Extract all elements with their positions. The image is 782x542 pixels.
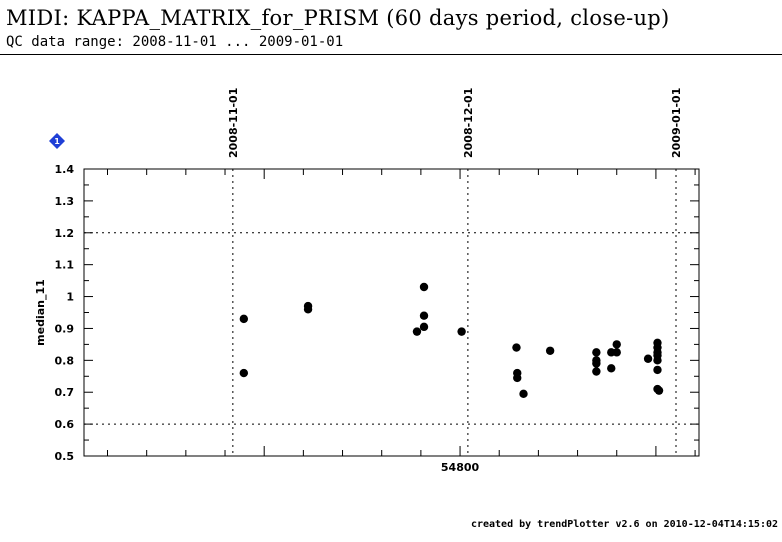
- data-point: [512, 343, 521, 352]
- date-label: 2008-11-01: [227, 88, 240, 158]
- page-title: MIDI: KAPPA_MATRIX_for_PRISM (60 days pe…: [6, 6, 670, 30]
- y-tick-label: 0.6: [55, 418, 75, 431]
- data-point: [592, 348, 601, 357]
- data-point: [654, 386, 664, 395]
- y-tick-label: 1.4: [55, 163, 75, 176]
- x-tick-label: 54800: [441, 461, 480, 474]
- header-divider: [0, 54, 782, 55]
- plot-frame: [83, 168, 700, 457]
- data-point: [592, 359, 601, 368]
- date-markers: 2008-11-01 2008-12-01 2009-01-01: [227, 88, 683, 456]
- data-point: [612, 348, 621, 357]
- flag-marker-icon[interactable]: 1: [49, 133, 65, 149]
- data-point: [513, 373, 522, 383]
- flag-marker-label: 1: [54, 137, 60, 146]
- y-axis-label: median_11: [34, 279, 47, 346]
- y-tick-label: 1.2: [55, 227, 75, 240]
- data-point: [519, 389, 528, 399]
- y-tick-label: 1.3: [55, 195, 75, 208]
- data-point: [612, 340, 621, 349]
- data-point: [653, 365, 662, 375]
- data-point: [607, 364, 616, 373]
- data-point: [653, 356, 662, 365]
- data-points: [239, 282, 664, 399]
- x-axis: 54800: [107, 169, 696, 474]
- data-point: [419, 322, 429, 332]
- date-label: 2008-12-01: [462, 88, 475, 158]
- data-point: [419, 311, 429, 320]
- data-point: [592, 367, 601, 376]
- date-label: 2009-01-01: [670, 88, 683, 158]
- y-tick-label: 0.5: [55, 450, 75, 463]
- data-point: [419, 282, 429, 292]
- flag-diamond[interactable]: [49, 133, 65, 149]
- y-tick-label: 1: [66, 291, 74, 304]
- y-axis: 0.5 0.6 0.7 0.8 0.9 1 1.1 1.2 1.3 1.4: [55, 163, 699, 463]
- y-tick-label: 0.9: [55, 322, 75, 335]
- data-point: [412, 327, 422, 336]
- data-point: [545, 346, 555, 355]
- data-point: [457, 327, 466, 336]
- y-tick-label: 1.1: [55, 259, 75, 272]
- y-tick-label: 0.8: [55, 354, 75, 367]
- reference-lines: [84, 232, 699, 425]
- data-point: [239, 314, 249, 324]
- data-range-subtitle: QC data range: 2008-11-01 ... 2009-01-01: [6, 34, 344, 50]
- credit-footer: created by trendPlotter v2.6 on 2010-12-…: [470, 519, 778, 530]
- y-tick-label: 0.7: [55, 386, 75, 399]
- data-point: [643, 354, 653, 363]
- data-point: [239, 368, 249, 378]
- data-point: [303, 305, 313, 314]
